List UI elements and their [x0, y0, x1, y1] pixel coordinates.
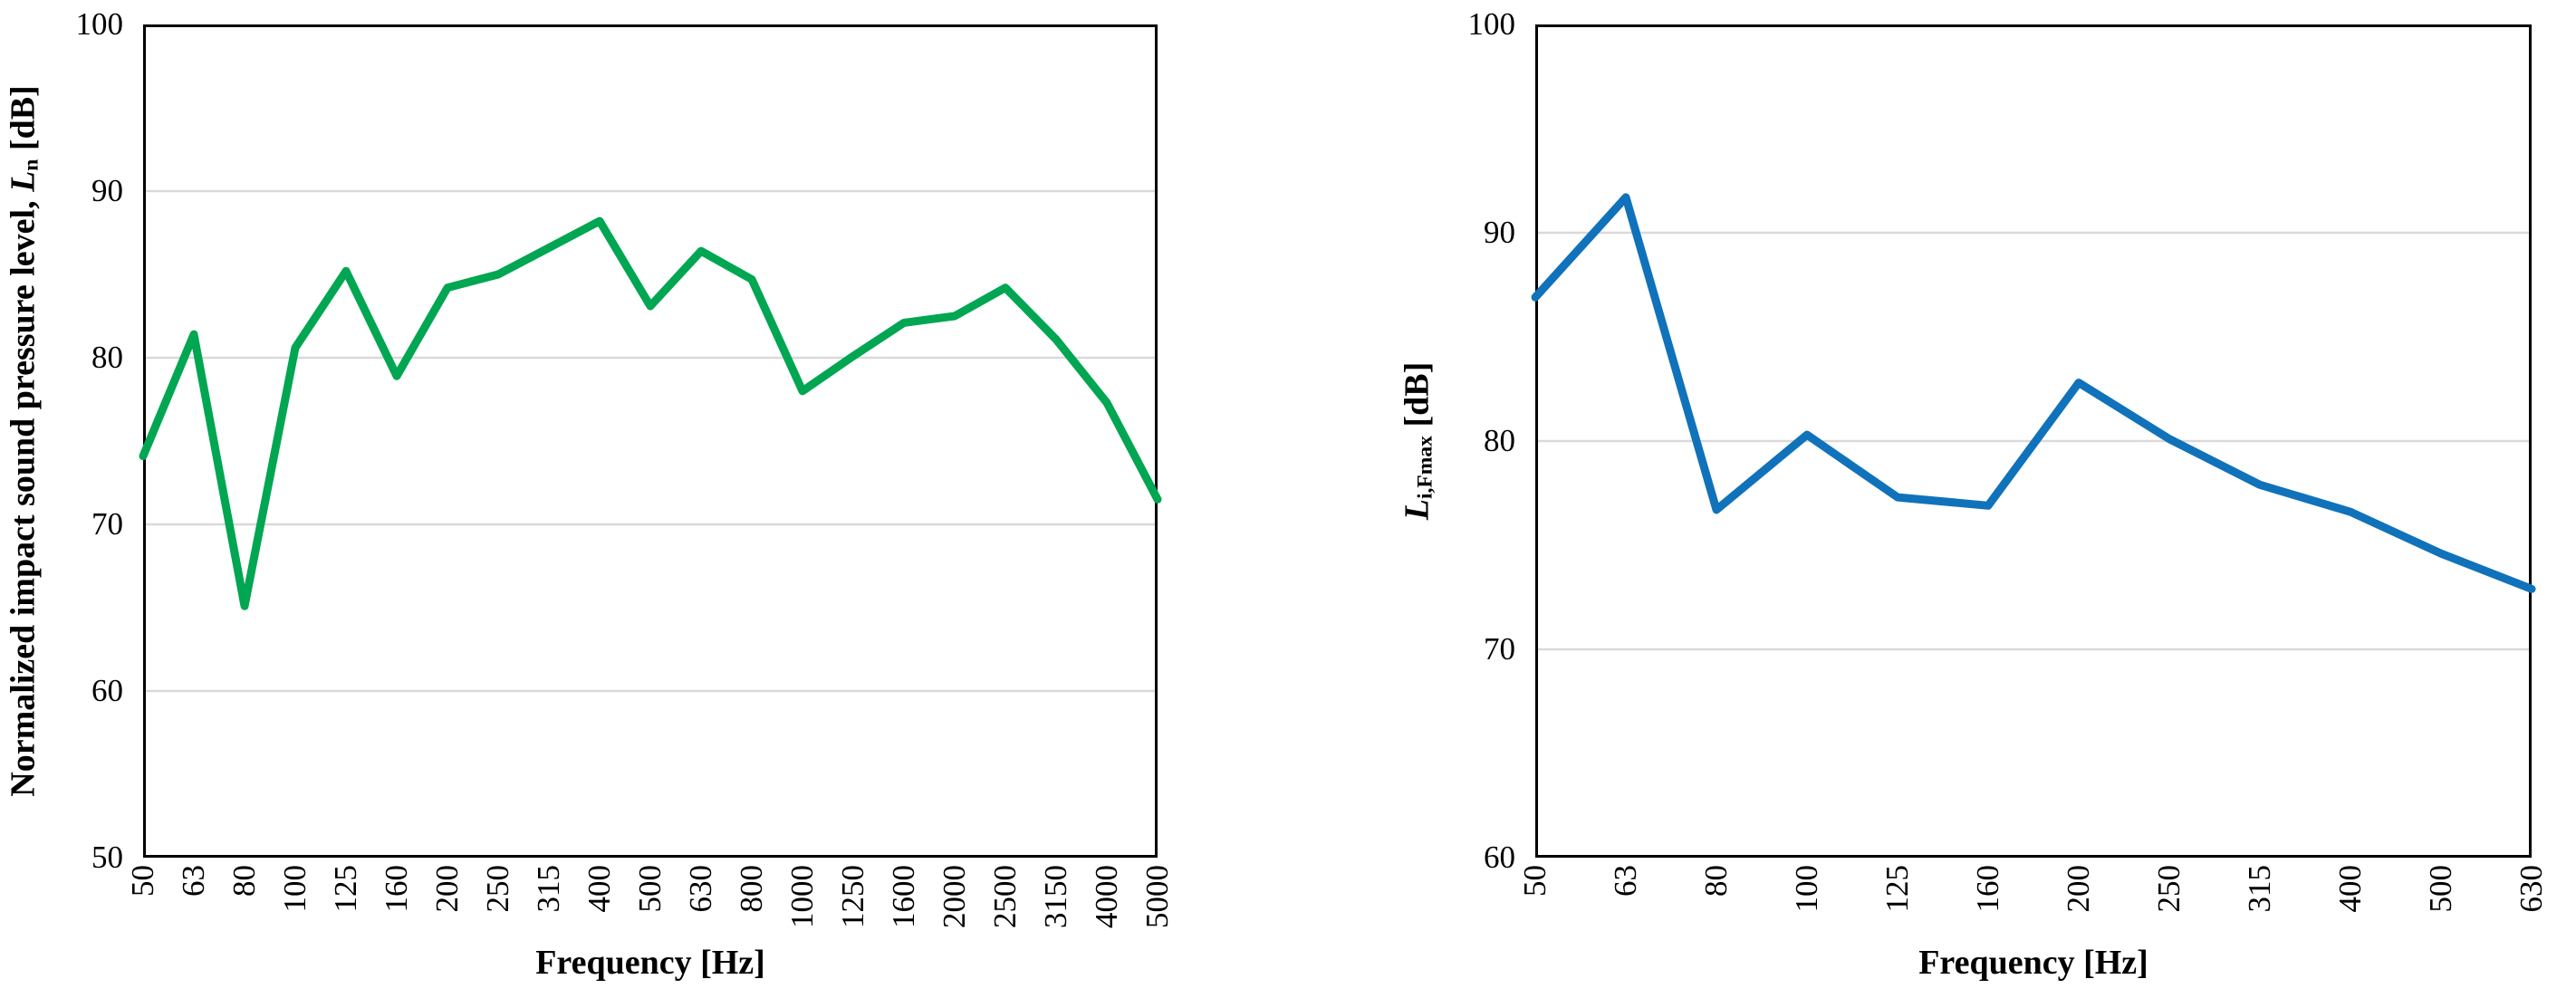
- x-tick-label: 630: [683, 865, 718, 913]
- x-tick-label: 1250: [835, 865, 870, 928]
- y-tick-label: 70: [1484, 631, 1515, 667]
- x-tick-label: 250: [480, 865, 515, 913]
- chart-canvas: [1531, 24, 2536, 858]
- x-tick-label: 315: [531, 865, 566, 913]
- y-tick-label: 80: [91, 340, 123, 375]
- x-tick-label: 200: [2061, 865, 2096, 913]
- y-tick-label: 60: [1484, 840, 1515, 875]
- y-tick-label: 80: [1484, 423, 1515, 458]
- x-tick-label: 125: [328, 865, 363, 913]
- x-tick-label: 125: [1879, 865, 1915, 913]
- x-tick-label: 160: [1970, 865, 2005, 913]
- y-tick-label: 90: [1484, 215, 1515, 250]
- x-tick-label: 80: [1698, 865, 1734, 897]
- y-tick-label: 50: [91, 840, 123, 875]
- x-tick-label: 50: [125, 865, 160, 897]
- y-tick-label: 60: [91, 673, 123, 708]
- x-tick-label: 800: [734, 865, 769, 913]
- y-title-symbol: L: [1398, 499, 1437, 521]
- x-tick-label: 160: [379, 865, 414, 913]
- data-series-line: [139, 216, 1162, 610]
- y-tick-label: 100: [1467, 6, 1516, 42]
- x-tick-label: 63: [1608, 865, 1643, 897]
- x-tick-label: 80: [226, 865, 262, 897]
- chart-canvas: [139, 24, 1162, 858]
- x-tick-label: 63: [176, 865, 211, 897]
- x-tick-label: 1000: [784, 865, 820, 928]
- x-tick-label: 200: [429, 865, 465, 913]
- right-x-axis-title: Frequency [Hz]: [1918, 944, 2148, 982]
- x-tick-label: 100: [1789, 865, 1824, 913]
- x-tick-label: 4000: [1089, 865, 1124, 928]
- x-tick-label: 2000: [937, 865, 972, 928]
- x-tick-label: 400: [582, 865, 617, 913]
- y-tick-label: 70: [91, 506, 123, 542]
- x-tick-label: 630: [2514, 865, 2549, 913]
- x-tick-label: 500: [632, 865, 668, 913]
- x-tick-label: 2500: [987, 865, 1023, 928]
- x-tick-label: 5000: [1139, 865, 1175, 928]
- x-tick-label: 1600: [886, 865, 921, 928]
- left-plot-area: [139, 24, 1162, 858]
- x-tick-label: 250: [2151, 865, 2187, 913]
- y-title-units: [dB]: [4, 85, 43, 159]
- data-series-line: [1531, 193, 2536, 593]
- x-tick-label: 400: [2332, 865, 2368, 913]
- x-tick-label: 100: [277, 865, 312, 913]
- x-tick-label: 315: [2242, 865, 2277, 913]
- plot-border: [143, 24, 1158, 858]
- x-tick-label: 500: [2423, 865, 2458, 913]
- y-tick-label: 90: [91, 173, 123, 208]
- right-plot-area: [1531, 24, 2536, 858]
- x-tick-label: 3150: [1038, 865, 1073, 928]
- y-title-subscript: n: [19, 158, 43, 171]
- left-x-axis-title: Frequency [Hz]: [535, 944, 765, 982]
- plot-border: [1535, 24, 2532, 858]
- x-tick-label: 50: [1517, 865, 1552, 897]
- y-tick-label: 100: [75, 6, 124, 42]
